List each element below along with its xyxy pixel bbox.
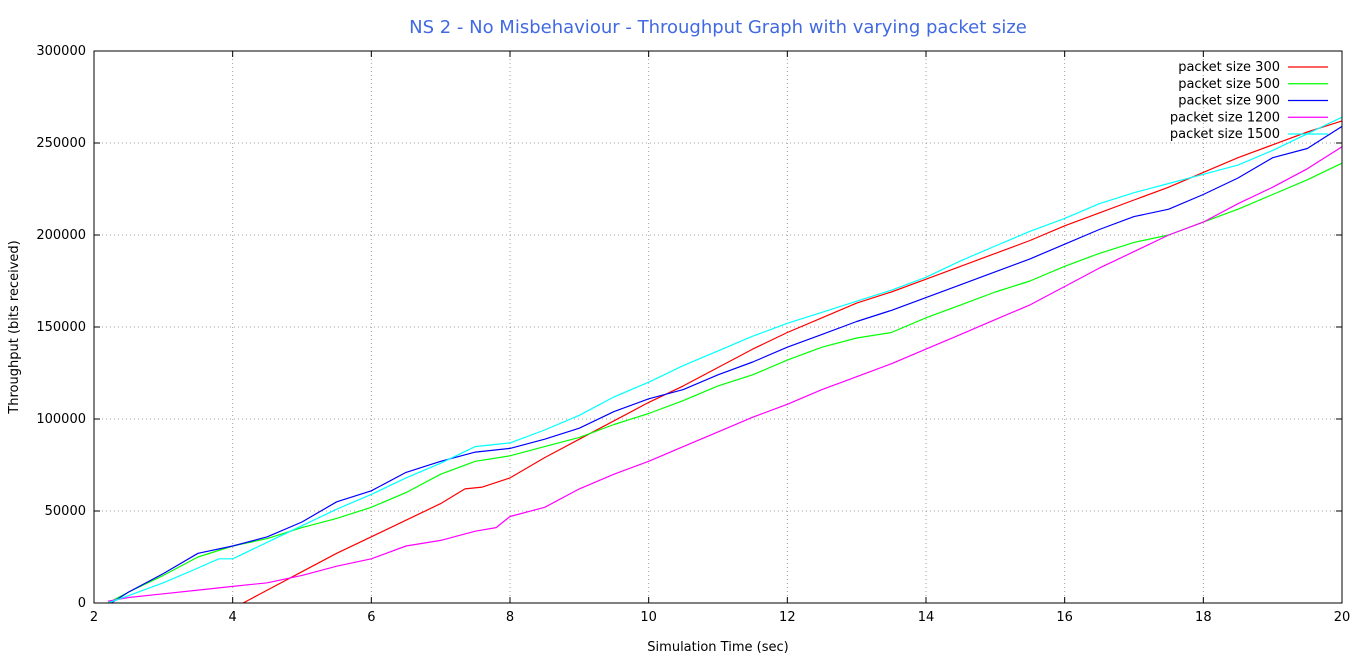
y-axis-label: Throughput (bits received) <box>7 240 22 414</box>
y-tick-label: 100000 <box>36 412 86 427</box>
x-tick-label: 2 <box>90 610 98 625</box>
y-tick-label: 200000 <box>36 228 86 243</box>
series-line-packet-size-500 <box>107 162 1343 604</box>
x-tick-label: 16 <box>1056 610 1073 625</box>
legend: packet size 300 packet size 500 packet siz… <box>1170 60 1328 142</box>
data-series <box>107 116 1343 604</box>
x-tick-label: 4 <box>229 610 237 625</box>
legend-label: packet size 1500 <box>1170 127 1280 142</box>
x-tick-label: 8 <box>506 610 514 625</box>
y-tick-label: 150000 <box>36 320 86 335</box>
legend-label: packet size 900 <box>1178 94 1280 109</box>
series-line-packet-size-1500 <box>107 116 1343 604</box>
y-tick-label: 0 <box>78 596 86 611</box>
series-line-packet-size-900 <box>110 125 1343 604</box>
grid-lines <box>94 51 1342 603</box>
x-tick-label: 14 <box>918 610 935 625</box>
y-tick-label: 300000 <box>36 44 86 59</box>
y-tick-label: 250000 <box>36 136 86 151</box>
x-axis-label: Simulation Time (sec) <box>647 640 788 655</box>
axis-ticks: 2 4 6 8 10 12 14 16 18 20 0 50000 100000 150000 200000… <box>36 44 1350 625</box>
x-tick-label: 18 <box>1195 610 1212 625</box>
legend-label: packet size 300 <box>1178 60 1280 75</box>
x-tick-label: 20 <box>1334 610 1351 625</box>
chart-title: NS 2 - No Misbehaviour - Throughput Grap… <box>409 17 1027 38</box>
series-line-packet-size-300 <box>242 120 1343 604</box>
legend-label: packet size 1200 <box>1170 110 1280 125</box>
x-tick-label: 12 <box>779 610 796 625</box>
series-line-packet-size-1200 <box>107 146 1343 602</box>
legend-label: packet size 500 <box>1178 77 1280 92</box>
x-tick-label: 10 <box>640 610 657 625</box>
x-tick-label: 6 <box>367 610 375 625</box>
y-tick-label: 50000 <box>45 504 86 519</box>
